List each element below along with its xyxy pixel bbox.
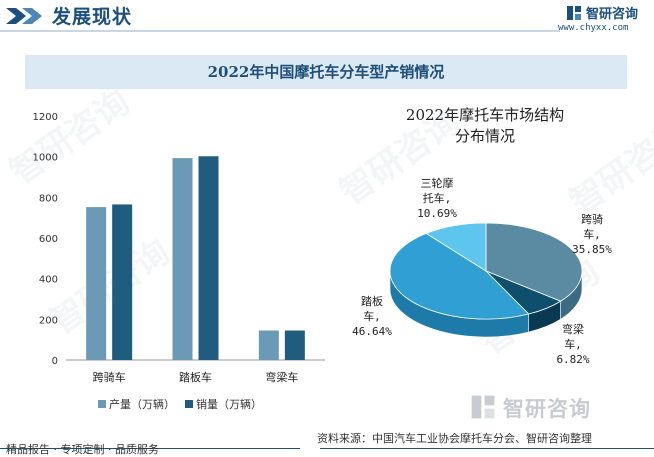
legend-item-sales: 销量（万辆） (185, 396, 262, 412)
source-note: 资料来源：中国汽车工业协会摩托车分会、智研咨询整理 (317, 432, 592, 445)
pie-data-label: 弯梁车, 6.82% (556, 322, 589, 366)
pie-data-label: 三轮摩托车, 10.69% (417, 176, 457, 220)
header-divider (0, 30, 560, 32)
pie-title: 2022年摩托车市场结构 分布情况 (370, 105, 600, 147)
legend-item-production: 产量（万辆） (98, 396, 175, 412)
double-chevron-icon (6, 8, 42, 24)
x-tick-label: 跨骑车 (93, 370, 126, 384)
y-tick-label: 400 (39, 275, 58, 286)
pie-data-label-line: 6.82% (556, 353, 589, 366)
pie-data-label-line: 10.69% (417, 207, 457, 220)
pie-data-label-line: 托车, (423, 191, 452, 205)
pie-data-label: 跨骑车, 35.85% (572, 213, 612, 256)
brand-logo-icon (471, 395, 495, 419)
title-band (25, 55, 627, 89)
footer-brand: 智研咨询 (503, 397, 591, 421)
pie-data-label: 踏板车, 46.64% (352, 294, 392, 338)
bar-production (258, 330, 279, 360)
footer-tagline: 精品报告 · 专项定制 · 品质服务 (6, 443, 159, 456)
footer-divider-right (320, 448, 654, 449)
pie-slice (485, 222, 583, 302)
pie-chart: 跨骑车, 35.85%弯梁车, 6.82%踏板车, 46.64%三轮摩托车, 10.69… (352, 176, 612, 366)
y-tick-label: 0 (52, 356, 58, 367)
pie-data-label-line: 46.64% (352, 325, 392, 338)
bar-chart: 0 200 400 600 800 1000 1200 跨骑车 踏板车 弯梁车 (33, 112, 325, 384)
chart-title: 2022年中国摩托车分车型产销情况 (207, 63, 445, 81)
brand-url: www.chyxx.com (558, 23, 629, 33)
pie-slice (389, 232, 530, 320)
brand-name: 智研咨询 (586, 7, 639, 22)
pie-title-line: 2022年摩托车市场结构 (405, 106, 565, 124)
y-tick-label: 200 (39, 315, 58, 326)
brand-logo-icon (567, 6, 581, 20)
y-tick-label: 1200 (33, 112, 58, 123)
pie-data-label-line: 车, (363, 309, 381, 323)
y-tick-label: 800 (39, 193, 58, 204)
pie-data-label-line: 踏板 (361, 294, 383, 308)
bar-sales (198, 156, 219, 360)
legend-swatch-sales (185, 400, 193, 408)
bar-production (172, 158, 193, 360)
bar-production (86, 207, 107, 360)
bar-legend: 产量（万辆） 销量（万辆） (98, 396, 262, 412)
legend-label-sales: 销量（万辆） (196, 398, 262, 411)
section-title: 发展现状 (52, 6, 133, 28)
pie-data-label-line: 35.85% (572, 243, 612, 256)
pie-data-label-line: 车, (564, 337, 582, 351)
pie-data-label-line: 三轮摩 (421, 176, 454, 190)
footer-divider (0, 448, 300, 449)
pie-slice (425, 222, 487, 272)
x-tick-label: 踏板车 (179, 370, 212, 384)
pie-data-label-line: 车, (583, 227, 601, 241)
y-tick-label: 1000 (33, 153, 58, 164)
pie-data-label-line: 跨骑 (581, 213, 603, 226)
pie-data-label-line: 弯梁 (562, 322, 584, 336)
bar-sales (284, 330, 305, 360)
pie-title-line: 分布情况 (454, 127, 515, 145)
x-tick-label: 弯梁车 (265, 370, 298, 384)
legend-swatch-production (98, 400, 106, 408)
legend-label-production: 产量（万辆） (109, 398, 175, 411)
y-tick-label: 600 (39, 234, 58, 245)
bar-sales (112, 204, 133, 360)
